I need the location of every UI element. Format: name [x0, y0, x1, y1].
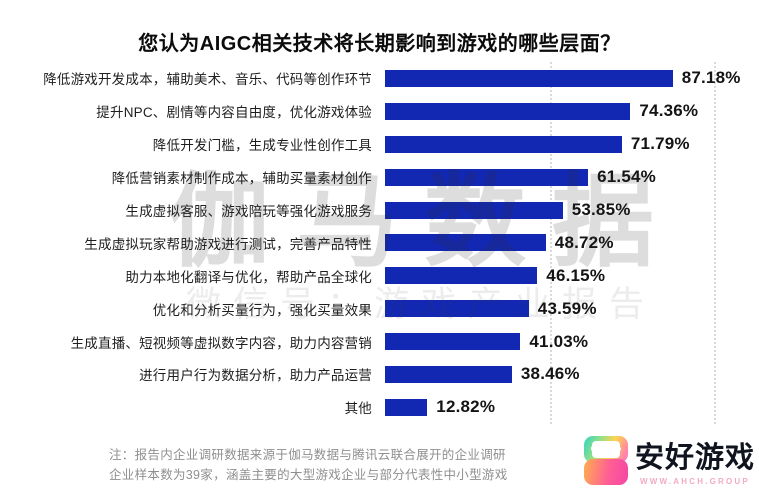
value-label: 74.36%: [639, 101, 699, 121]
value-label: 53.85%: [571, 200, 631, 219]
bar-fill: [385, 300, 529, 318]
category-label: 降低开发门槛，生成专业性创作工具: [152, 138, 372, 154]
bar-fill: [385, 333, 521, 351]
bar-fill: [385, 267, 538, 285]
value-label: 48.72%: [554, 232, 614, 252]
value-label: 38.46%: [520, 364, 580, 384]
value-label: 41.03%: [529, 331, 589, 351]
bar-zone: 43.59%: [385, 299, 597, 319]
bar-row: 降低游戏开发成本，辅助美术、音乐、代码等创作环节 87.18%: [0, 62, 759, 95]
bar-fill: [385, 234, 546, 252]
gamepad-controller-body: [583, 459, 628, 485]
bar-zone: 61.54%: [385, 167, 656, 187]
footnote: 注：报告内企业调研数据来源于伽马数据与腾讯云联合展开的企业调研 企业样本数为39…: [109, 446, 587, 485]
bar-zone: 71.79%: [385, 134, 690, 154]
footnote-line1: 注：报告内企业调研数据来源于伽马数据与腾讯云联合展开的企业调研: [109, 448, 506, 462]
category-label: 生成虚拟玩家帮助游戏进行测试，完善产品特性: [84, 236, 372, 252]
bar-row: 助力本地化翻译与优化，帮助产品全球化 46.15%: [0, 259, 759, 292]
category-label: 提升NPC、剧情等内容自由度，优化游戏体验: [96, 105, 372, 121]
bar-zone: 87.18%: [385, 68, 741, 88]
bar-row: 优化和分析买量行为，强化买量效果 43.59%: [0, 292, 759, 325]
category-label: 其他: [344, 401, 372, 417]
dpad-cross-icon: [590, 441, 605, 455]
bar-zone: 53.85%: [385, 200, 631, 220]
category-label: 优化和分析买量行为，强化买量效果: [152, 302, 372, 318]
bar-zone: 48.72%: [385, 233, 614, 253]
logo-url: WWW.AHCH.GROUP: [640, 477, 750, 486]
footnote-line2: 企业样本数为39家，涵盖主要的大型游戏企业与部分代表性中小型游戏: [109, 467, 508, 482]
logo-name: 安好游戏: [634, 442, 755, 474]
gamepad-icon: [583, 435, 628, 485]
value-label: 61.54%: [597, 167, 656, 187]
value-label: 12.82%: [436, 397, 496, 417]
gamepad-button-dot: [616, 447, 621, 451]
gamepad-button-dot: [610, 451, 615, 455]
bar-row: 其他 12.82%: [0, 391, 759, 424]
gamepad-button-dot: [610, 443, 615, 447]
logo-text-block: 安好游戏 WWW.AHCH.GROUP: [635, 434, 755, 486]
category-label: 降低营销素材制作成本，辅助买量素材创作: [111, 171, 372, 187]
bar-fill: [385, 201, 563, 219]
bar-fill: [385, 135, 622, 153]
bar-row: 提升NPC、剧情等内容自由度，优化游戏体验 74.36%: [0, 95, 759, 128]
bar-row: 生成直播、短视频等虚拟数字内容，助力内容营销 41.03%: [0, 325, 759, 358]
value-label: 43.59%: [537, 298, 597, 318]
bar-rows: 降低游戏开发成本，辅助美术、音乐、代码等创作环节 87.18% 提升NPC、剧情…: [0, 62, 759, 424]
bar-row: 生成虚拟玩家帮助游戏进行测试，完善产品特性 48.72%: [0, 226, 759, 259]
bar-row: 降低营销素材制作成本，辅助买量素材创作 61.54%: [0, 161, 759, 194]
bar-zone: 38.46%: [385, 364, 580, 384]
category-label: 生成虚拟客服、游戏陪玩等强化游戏服务: [125, 204, 372, 219]
bar-zone: 41.03%: [385, 332, 588, 352]
publisher-logo: 安好游戏 WWW.AHCH.GROUP: [575, 429, 759, 491]
bar-row: 降低开发门槛，生成专业性创作工具 71.79%: [0, 128, 759, 161]
bar-zone: 46.15%: [385, 266, 605, 286]
gridline-50pct: [550, 62, 552, 424]
category-label: 助力本地化翻译与优化，帮助产品全球化: [125, 269, 372, 285]
bar-zone: 12.82%: [385, 397, 495, 417]
bar-fill: [385, 69, 673, 87]
bar-fill: [385, 168, 589, 186]
value-label: 87.18%: [681, 68, 741, 88]
bar-zone: 74.36%: [385, 101, 698, 121]
value-label: 46.15%: [546, 265, 606, 285]
bar-fill: [385, 398, 428, 416]
gridline-100pct: [714, 62, 716, 424]
bar-fill: [385, 102, 631, 120]
category-label: 进行用户行为数据分析，助力产品运营: [139, 368, 372, 384]
bar-row: 生成虚拟客服、游戏陪玩等强化游戏服务 53.85%: [0, 194, 759, 227]
category-label: 生成直播、短视频等虚拟数字内容，助力内容营销: [70, 335, 372, 351]
category-label: 降低游戏开发成本，辅助美术、音乐、代码等创作环节: [43, 72, 372, 88]
bar-fill: [385, 365, 512, 383]
chart-title: 您认为AIGC相关技术将长期影响到游戏的哪些层面？: [138, 33, 621, 55]
bar-row: 进行用户行为数据分析，助力产品运营 38.46%: [0, 358, 759, 391]
value-label: 71.79%: [630, 134, 690, 154]
